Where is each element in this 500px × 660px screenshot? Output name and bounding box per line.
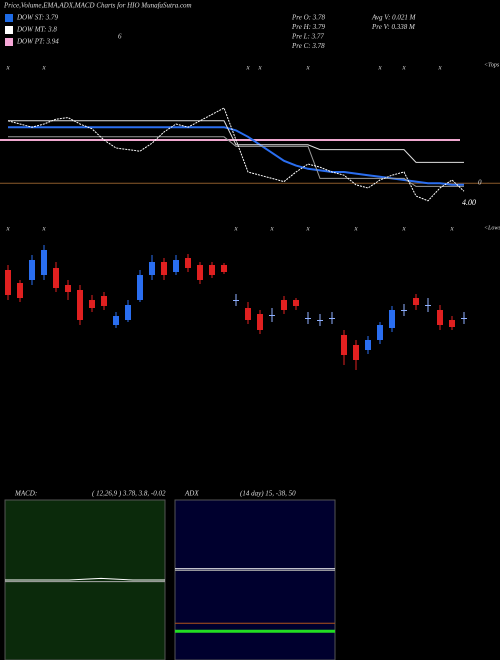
annotation: 4.00 (462, 198, 476, 207)
price-line (8, 120, 464, 163)
top-marker: x (437, 64, 442, 72)
low-marker: x (269, 225, 274, 233)
candle-body (425, 305, 431, 306)
candle-body (461, 318, 467, 319)
title: Price,Volume,EMA,ADX,MACD Charts for HIO… (3, 2, 192, 10)
top-marker: x (305, 64, 310, 72)
candle-body (197, 265, 203, 280)
stat: Pre O: 3.78 (291, 14, 325, 22)
legend-swatch (5, 38, 13, 46)
candle-body (377, 325, 383, 340)
candle-body (329, 318, 335, 319)
legend-swatch (5, 14, 13, 22)
top-marker: x (401, 64, 406, 72)
top-marker: x (41, 64, 46, 72)
stat: Avg V: 0.021 M (371, 14, 417, 22)
stat: Pre H: 3.79 (291, 23, 325, 31)
indicator-line (5, 577, 165, 581)
candle-body (173, 260, 179, 272)
annotation: 0 (478, 179, 482, 187)
low-marker: x (305, 225, 310, 233)
candle-body (65, 285, 71, 292)
low-marker: x (401, 225, 406, 233)
low-marker: x (5, 225, 10, 233)
candle-body (353, 345, 359, 360)
candle-body (245, 308, 251, 320)
candle-body (413, 298, 419, 305)
top-marker: x (377, 64, 382, 72)
candle-body (101, 296, 107, 306)
candle-body (365, 340, 371, 350)
candle-body (221, 265, 227, 272)
candle-body (185, 258, 191, 268)
candle-body (305, 318, 311, 319)
candle-body (41, 250, 47, 275)
low-marker: x (449, 225, 454, 233)
legend-label: DOW PT: 3.94 (16, 38, 59, 46)
candle-body (389, 310, 395, 328)
legend-swatch (5, 26, 13, 34)
panel-title: ADX (184, 490, 199, 498)
candle-body (17, 283, 23, 298)
candle-body (29, 260, 35, 280)
legend-label: DOW MT: 3.8 (16, 26, 57, 34)
price-line (8, 136, 464, 187)
candle-body (317, 320, 323, 321)
candle-body (113, 316, 119, 325)
candle-body (233, 300, 239, 301)
panel-subtitle: ( 12,26,9 ) 3.78, 3.8, -0.02 (92, 490, 166, 498)
top-marker: x (257, 64, 262, 72)
price-line (7, 107, 465, 202)
tops-label: <Tops (484, 62, 500, 68)
candle-body (437, 310, 443, 325)
price-line (8, 126, 464, 186)
panel (174, 499, 336, 660)
top-marker: x (245, 64, 250, 72)
candle-body (341, 335, 347, 355)
lows-label: <Lows (484, 225, 500, 231)
candle-body (281, 300, 287, 310)
candle-body (257, 314, 263, 330)
low-marker: x (233, 225, 238, 233)
candle-body (269, 315, 275, 316)
top-marker: x (5, 64, 10, 72)
candle-body (293, 300, 299, 306)
stat: Pre V: 0.338 M (371, 23, 416, 31)
panel-subtitle: (14 day) 15, -38, 50 (240, 490, 296, 498)
stat: Pre L: 3.77 (291, 33, 324, 41)
note: 6 (118, 33, 122, 41)
legend-label: DOW ST: 3.79 (16, 14, 59, 22)
low-marker: x (41, 225, 46, 233)
candle-body (401, 310, 407, 311)
candle-body (89, 300, 95, 308)
candle-body (161, 262, 167, 275)
candle-body (125, 305, 131, 320)
candle-body (449, 320, 455, 327)
candle-body (5, 270, 11, 295)
candle-body (53, 268, 59, 288)
candle-body (77, 290, 83, 320)
panel-title: MACD: (14, 490, 37, 498)
candle-body (137, 275, 143, 300)
low-marker: x (353, 225, 358, 233)
candle-body (209, 265, 215, 275)
stat: Pre C: 3.78 (291, 42, 325, 50)
candle-body (149, 262, 155, 275)
